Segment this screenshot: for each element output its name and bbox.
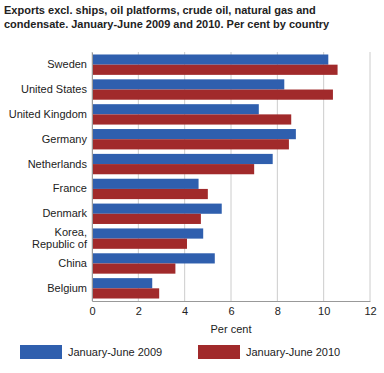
tick: 6	[228, 301, 234, 317]
tick: 2	[136, 301, 142, 317]
tick: Netherlands	[28, 158, 88, 170]
tick: 0	[89, 301, 95, 317]
tick-label: Sweden	[47, 58, 87, 70]
tick: Belgium	[47, 282, 87, 294]
tick: France	[53, 182, 87, 194]
bar	[92, 228, 203, 238]
tick-label: 6	[228, 305, 234, 317]
bar	[92, 239, 187, 249]
bar	[92, 253, 215, 263]
grid	[92, 52, 370, 301]
bar	[92, 65, 338, 75]
bar	[92, 288, 159, 298]
bar	[92, 189, 208, 199]
tick-label: 12	[364, 305, 376, 317]
bar	[92, 164, 254, 174]
y-axis: Sweden United States United Kingdom Germany…	[9, 53, 93, 302]
tick-label: France	[53, 182, 87, 194]
tick: Germany	[42, 133, 88, 145]
tick-label: Germany	[42, 133, 88, 145]
chart: Exports excl. ships, oil platforms, crud…	[0, 0, 384, 373]
series	[92, 65, 338, 299]
tick-label: 0	[89, 305, 95, 317]
legend-swatch	[198, 345, 240, 359]
tick-label: 4	[182, 305, 188, 317]
tick-label: Belgium	[47, 282, 87, 294]
axis-line	[92, 53, 93, 302]
legend-swatch	[20, 345, 62, 359]
bar	[92, 179, 199, 189]
bar	[92, 154, 273, 164]
title: Exports excl. ships, oil platforms, crud…	[4, 4, 330, 30]
tick: Korea,Republic of	[32, 226, 88, 250]
bar	[92, 79, 284, 89]
bar	[92, 139, 289, 149]
tick: 12	[364, 301, 376, 317]
tick-label: China	[58, 257, 88, 269]
plot: 0 2 4 6 8 10 12 Sweden United States United Kingd…	[9, 52, 377, 317]
bar	[92, 204, 222, 214]
grid-line	[92, 52, 93, 301]
grid-line	[370, 52, 371, 301]
tick: China	[58, 257, 88, 269]
x-axis: 0 2 4 6 8 10 12	[89, 301, 376, 317]
bar	[92, 114, 291, 124]
legend-item: January-June 2009	[20, 345, 162, 359]
tick-label: Korea,Republic of	[32, 226, 88, 250]
tick: 8	[275, 301, 281, 317]
tick: United Kingdom	[9, 108, 87, 120]
tick: 10	[318, 301, 330, 317]
bar	[92, 214, 201, 224]
tick-label: 10	[318, 305, 330, 317]
tick-label: Netherlands	[28, 158, 88, 170]
tick: United States	[21, 83, 88, 95]
tick: Sweden	[47, 58, 87, 70]
bar	[92, 104, 259, 114]
axis-line	[93, 301, 371, 302]
legend-item: January-June 2010	[198, 345, 340, 359]
bar	[92, 90, 333, 100]
legend: January-June 2009 January-June 2010	[20, 345, 340, 359]
tick-label: United Kingdom	[9, 108, 87, 120]
tick-label: 8	[275, 305, 281, 317]
bar	[92, 129, 296, 139]
tick: 4	[182, 301, 188, 317]
tick: Denmark	[42, 207, 87, 219]
bars	[92, 54, 338, 298]
bar	[92, 278, 152, 288]
bar	[92, 263, 175, 273]
bar	[92, 54, 328, 64]
legend-label: January-June 2009	[68, 346, 162, 358]
legend-label: January-June 2010	[246, 346, 340, 358]
tick-label: Denmark	[42, 207, 87, 219]
axis-title: Per cent	[211, 323, 252, 335]
grid-line	[323, 52, 324, 301]
tick-label: 2	[136, 305, 142, 317]
tick-label: United States	[21, 83, 88, 95]
